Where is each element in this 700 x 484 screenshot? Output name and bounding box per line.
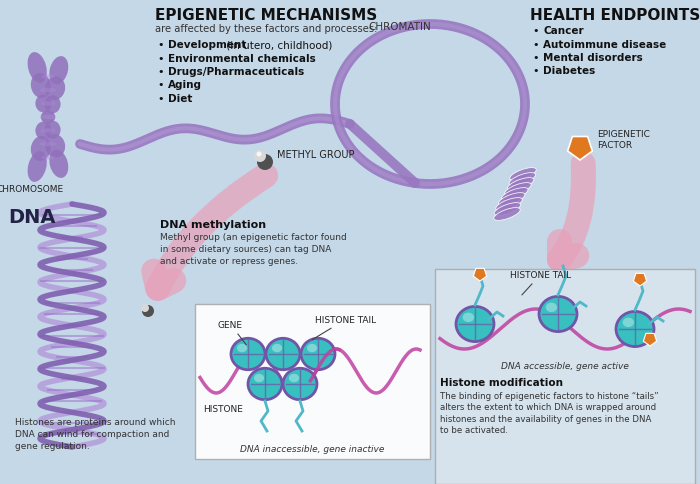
Text: CHROMOSOME: CHROMOSOME (0, 184, 64, 194)
Polygon shape (568, 137, 592, 161)
Ellipse shape (44, 121, 61, 139)
Text: •: • (158, 40, 164, 50)
Ellipse shape (616, 312, 654, 347)
Text: (in utero, childhood): (in utero, childhood) (223, 40, 332, 50)
Ellipse shape (36, 122, 52, 140)
Ellipse shape (27, 152, 47, 182)
Ellipse shape (623, 318, 634, 327)
Ellipse shape (41, 111, 55, 124)
Ellipse shape (44, 96, 61, 114)
Polygon shape (643, 333, 657, 346)
Text: •: • (533, 53, 539, 63)
Ellipse shape (254, 374, 264, 382)
Ellipse shape (31, 74, 51, 99)
Ellipse shape (505, 183, 531, 196)
Circle shape (141, 304, 149, 312)
Circle shape (257, 155, 273, 171)
Text: Methyl group (an epigenetic factor found
in some dietary sources) can tag DNA
an: Methyl group (an epigenetic factor found… (160, 232, 346, 265)
Ellipse shape (496, 198, 522, 211)
Text: •: • (158, 67, 164, 77)
FancyBboxPatch shape (435, 270, 695, 484)
Text: The binding of epigenetic factors to histone “tails”
alters the extent to which : The binding of epigenetic factors to his… (440, 391, 659, 435)
Text: HISTONE TAIL: HISTONE TAIL (312, 316, 376, 340)
Ellipse shape (40, 116, 56, 120)
Text: •: • (158, 94, 164, 104)
Text: Diabetes: Diabetes (543, 66, 595, 76)
Text: EPIGENETIC MECHANISMS: EPIGENETIC MECHANISMS (155, 8, 377, 23)
Ellipse shape (42, 156, 55, 160)
Text: DNA accessible, gene active: DNA accessible, gene active (501, 361, 629, 370)
Text: DNA: DNA (8, 208, 55, 227)
Ellipse shape (301, 339, 335, 370)
Text: Histones are proteins around which
DNA can wind for compaction and
gene regulati: Histones are proteins around which DNA c… (15, 417, 176, 450)
Text: •: • (533, 66, 539, 76)
Text: are affected by these factors and processes:: are affected by these factors and proces… (155, 24, 377, 34)
Text: •: • (158, 80, 164, 91)
Text: Mental disorders: Mental disorders (543, 53, 643, 63)
Text: METHYL GROUP: METHYL GROUP (277, 150, 354, 160)
FancyBboxPatch shape (195, 304, 430, 459)
Ellipse shape (283, 368, 317, 400)
Text: DNA methylation: DNA methylation (160, 220, 266, 229)
Ellipse shape (508, 178, 534, 191)
Ellipse shape (41, 102, 55, 106)
Text: GENE: GENE (218, 320, 246, 345)
Ellipse shape (501, 188, 528, 201)
Text: Autoimmune disease: Autoimmune disease (543, 39, 666, 49)
Circle shape (254, 151, 266, 163)
Ellipse shape (41, 129, 55, 134)
Ellipse shape (266, 339, 300, 370)
Ellipse shape (272, 344, 282, 352)
Ellipse shape (463, 313, 474, 322)
Text: Environmental chemicals: Environmental chemicals (168, 53, 316, 63)
Circle shape (142, 305, 154, 318)
Ellipse shape (27, 53, 47, 84)
Ellipse shape (40, 142, 56, 147)
Ellipse shape (42, 75, 55, 79)
Ellipse shape (36, 95, 52, 113)
Text: DNA inaccessible, gene inactive: DNA inaccessible, gene inactive (240, 444, 385, 453)
Text: Cancer: Cancer (543, 26, 584, 36)
Text: HISTONE TAIL: HISTONE TAIL (510, 271, 571, 295)
Ellipse shape (46, 135, 65, 158)
FancyArrowPatch shape (559, 165, 584, 260)
Ellipse shape (456, 307, 494, 342)
Text: Aging: Aging (168, 80, 202, 91)
Ellipse shape (248, 368, 282, 400)
Ellipse shape (31, 136, 51, 162)
Ellipse shape (546, 303, 557, 313)
Ellipse shape (509, 173, 536, 186)
Text: Histone modification: Histone modification (440, 377, 563, 387)
Text: •: • (533, 39, 539, 49)
Circle shape (256, 152, 262, 157)
Ellipse shape (539, 297, 577, 332)
Text: Development: Development (168, 40, 246, 50)
FancyArrowPatch shape (154, 176, 265, 289)
Text: HISTONE: HISTONE (203, 404, 243, 413)
Ellipse shape (494, 208, 520, 221)
Ellipse shape (289, 374, 299, 382)
Ellipse shape (231, 339, 265, 370)
Text: Diet: Diet (168, 94, 193, 104)
Ellipse shape (46, 77, 65, 101)
Text: CHROMATIN: CHROMATIN (369, 22, 431, 32)
Ellipse shape (237, 344, 247, 352)
Ellipse shape (49, 57, 69, 85)
Text: •: • (533, 26, 539, 36)
Ellipse shape (49, 151, 69, 179)
Ellipse shape (40, 89, 56, 93)
Text: •: • (158, 53, 164, 63)
Polygon shape (634, 274, 647, 287)
Ellipse shape (307, 344, 317, 352)
Ellipse shape (510, 168, 536, 181)
Ellipse shape (498, 193, 525, 206)
Polygon shape (473, 269, 486, 281)
Text: EPIGENETIC
FACTOR: EPIGENETIC FACTOR (597, 130, 650, 150)
Text: HEALTH ENDPOINTS: HEALTH ENDPOINTS (530, 8, 700, 23)
Text: Drugs/Pharmaceuticals: Drugs/Pharmaceuticals (168, 67, 304, 77)
Ellipse shape (494, 203, 521, 216)
